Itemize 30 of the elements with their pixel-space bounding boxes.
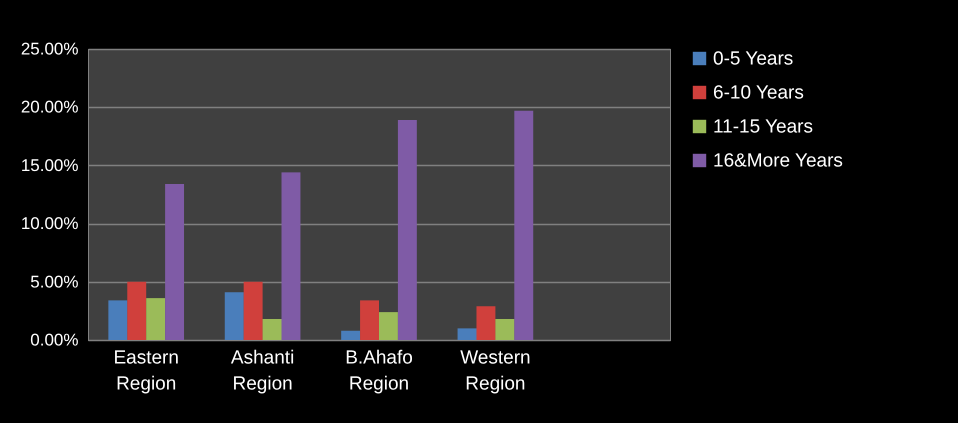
legend-label: 11-15 Years xyxy=(713,116,814,138)
bar xyxy=(398,120,417,340)
y-tick-label: 10.00% xyxy=(20,214,78,234)
bar xyxy=(282,172,300,340)
legend-label: 16&More Years xyxy=(713,150,843,172)
y-tick-label: 15.00% xyxy=(20,156,78,175)
y-tick-label: 20.00% xyxy=(20,98,78,117)
y-tick-label: 5.00% xyxy=(30,272,78,292)
x-tick-label: Ashanti Region xyxy=(230,348,294,394)
bar xyxy=(495,319,514,340)
bar xyxy=(476,306,496,340)
bar xyxy=(360,300,379,340)
bar xyxy=(146,298,166,340)
x-tick-label: Western Region xyxy=(460,348,531,394)
bar xyxy=(379,312,398,340)
y-tick-label: 0.00% xyxy=(30,330,78,350)
bar xyxy=(127,282,146,340)
y-tick-label: 25.00% xyxy=(20,40,78,58)
bar xyxy=(165,184,184,340)
bar xyxy=(262,319,282,340)
bar xyxy=(108,300,128,340)
x-tick-label: Eastern Region xyxy=(113,348,179,394)
x-tick-label: B.Ahafo Region xyxy=(345,348,413,394)
bar xyxy=(244,282,263,340)
legend-label: 6-10 Years xyxy=(713,82,804,104)
bar xyxy=(341,330,360,340)
bar xyxy=(224,292,244,340)
legend-label: 0-5 Years xyxy=(713,48,794,70)
bar xyxy=(514,110,534,340)
bar xyxy=(458,328,476,340)
